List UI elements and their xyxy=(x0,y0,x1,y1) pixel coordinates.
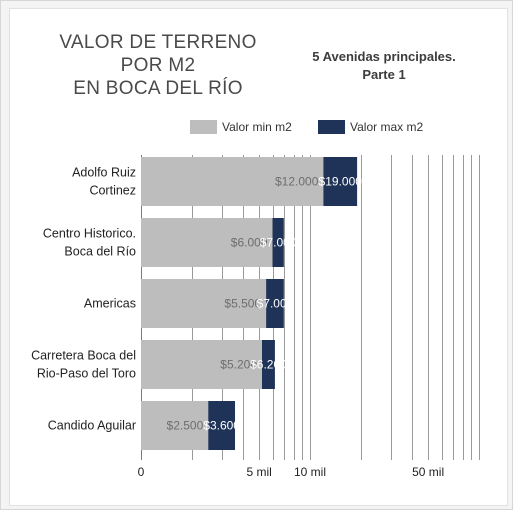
bar-min-value-label: $5.200 xyxy=(220,358,257,372)
x-tick-label: 0 xyxy=(138,465,145,479)
bar-min xyxy=(141,218,273,267)
bar-max xyxy=(208,401,236,450)
bar-min-value-label: $2.500 xyxy=(167,419,204,433)
bar-max xyxy=(272,218,284,267)
category-label: Adolfo Ruiz xyxy=(72,166,136,180)
legend-swatch-max xyxy=(318,120,345,134)
chart-subtitle-line-1: 5 Avenidas principales. xyxy=(312,49,456,64)
chart-subtitle-line-2: Parte 1 xyxy=(362,67,405,82)
category-label: Rio-Paso del Toro xyxy=(37,367,136,381)
category-label: Boca del Río xyxy=(64,245,136,259)
category-label: Centro Historico. xyxy=(43,227,136,241)
bar-max-value-label: $7.000 xyxy=(257,297,294,311)
chart-title-line-2: POR M2 xyxy=(121,55,196,76)
bar-max-value-label: $7.000 xyxy=(260,236,297,250)
bar-min-value-label: $5.500 xyxy=(224,297,261,311)
category-label: Candido Aguilar xyxy=(48,419,136,433)
bars: $12.000 $19.000$6.000$7.000$5.500$7.000$5… xyxy=(141,157,362,450)
bar-max-value-label: $3.600 xyxy=(203,419,240,433)
legend-swatch-min xyxy=(190,120,217,134)
bar-max xyxy=(266,279,284,328)
category-label: Americas xyxy=(84,297,136,311)
category-label: Carretera Boca del xyxy=(31,349,136,363)
bar-max-value-label: $6.200 xyxy=(250,358,287,372)
bar-max xyxy=(323,157,358,206)
legend-label-min: Valor min m2 xyxy=(222,120,292,134)
bar-min-value-label: $6.000 xyxy=(231,236,268,250)
bar-min xyxy=(141,279,267,328)
bar-min xyxy=(141,157,324,206)
bar-max-value-label: $19.000 xyxy=(319,175,363,189)
bar-max xyxy=(262,340,275,389)
bar-chart: VALOR DE TERRENO POR M2 EN BOCA DEL RÍO … xyxy=(31,32,480,479)
x-tick-label: 50 mil xyxy=(412,465,444,479)
chart-panel: VALOR DE TERRENO POR M2 EN BOCA DEL RÍO … xyxy=(9,8,508,506)
x-axis-ticks: 0 5 mil 10 mil 50 mil xyxy=(138,465,444,479)
chart-legend: Valor min m2 Valor max m2 xyxy=(190,120,423,134)
category-label: Cortinez xyxy=(89,184,136,198)
legend-label-max: Valor max m2 xyxy=(350,120,423,134)
chart-title-line-1: VALOR DE TERRENO xyxy=(59,32,256,53)
chart-title-line-3: EN BOCA DEL RÍO xyxy=(73,78,243,99)
bar-min xyxy=(141,340,263,389)
x-tick-label: 10 mil xyxy=(294,465,326,479)
x-tick-label: 5 mil xyxy=(246,465,271,479)
bar-min xyxy=(141,401,209,450)
category-labels: Adolfo Ruiz Cortinez Centro Historico. Boca… xyxy=(31,166,136,433)
bar-min-value-label: $12.000 xyxy=(275,175,319,189)
